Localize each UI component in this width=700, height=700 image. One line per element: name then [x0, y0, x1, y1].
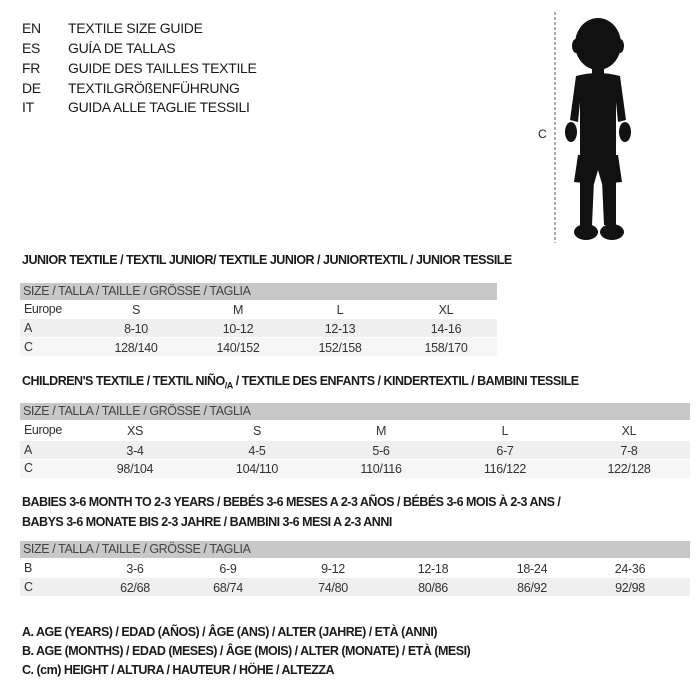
lang-title: GUIDA ALLE TAGLIE TESSILI: [68, 99, 250, 115]
row-label: Europe: [24, 302, 62, 316]
cell: 98/104: [116, 462, 154, 476]
cell: 104/110: [235, 462, 279, 476]
row-shade: [20, 460, 690, 478]
cell: 4-5: [248, 444, 266, 458]
lang-code: IT: [22, 99, 34, 115]
children-title: CHILDREN'S TEXTILE / TEXTIL NIÑO/A / TEX…: [22, 374, 579, 391]
cell: M: [375, 424, 387, 438]
row-shade: [20, 441, 690, 459]
children-title-main: CHILDREN'S TEXTILE / TEXTIL NIÑO: [22, 374, 225, 388]
table-header: SIZE / TALLA / TAILLE / GRÖSSE / TAGLIA: [20, 283, 497, 300]
cell: 12-13: [324, 322, 356, 336]
cell: 14-16: [430, 322, 462, 336]
lang-code: ES: [22, 40, 41, 56]
cell: 10-12: [222, 322, 254, 336]
cell: 6-7: [496, 444, 514, 458]
row-label: C: [24, 340, 33, 354]
table-header-label: SIZE / TALLA / TAILLE / GRÖSSE / TAGLIA: [23, 542, 251, 556]
row-label: B: [24, 561, 32, 575]
child-silhouette-icon: [554, 12, 631, 243]
cell: 3-4: [126, 444, 144, 458]
cell: 158/170: [424, 341, 468, 355]
cell: 116/122: [483, 462, 527, 476]
lang-title: TEXTILE SIZE GUIDE: [68, 20, 203, 36]
lang-code: FR: [22, 60, 41, 76]
cell: S: [252, 424, 262, 438]
cell: 86/92: [517, 581, 547, 595]
cell: XL: [438, 303, 454, 317]
cell: 152/158: [318, 341, 362, 355]
row-label: A: [24, 443, 32, 457]
cell: 110/116: [360, 462, 402, 476]
cell: 80/86: [418, 581, 448, 595]
cell: 5-6: [372, 444, 390, 458]
row-shade: [20, 319, 497, 337]
legend-item: A. AGE (YEARS) / EDAD (AÑOS) / ÂGE (ANS)…: [22, 625, 438, 639]
cell: L: [336, 303, 344, 317]
cell: 140/152: [216, 341, 260, 355]
cell: L: [501, 424, 509, 438]
height-label: C: [538, 127, 547, 141]
cell: XL: [621, 424, 637, 438]
cell: 6-9: [219, 562, 237, 576]
cell: 9-12: [321, 562, 345, 576]
table-header: SIZE / TALLA / TAILLE / GRÖSSE / TAGLIA: [20, 541, 690, 558]
cell: 7-8: [620, 444, 638, 458]
row-shade: [20, 338, 497, 356]
table-header: SIZE / TALLA / TAILLE / GRÖSSE / TAGLIA: [20, 403, 690, 420]
cell: 62/68: [120, 581, 150, 595]
row-label: A: [24, 321, 32, 335]
row-label: C: [24, 580, 33, 594]
cell: 122/128: [607, 462, 651, 476]
lang-code: EN: [22, 20, 41, 36]
lang-title: TEXTILGRÖßENFÜHRUNG: [68, 80, 240, 96]
cell: 74/80: [318, 581, 348, 595]
cell: 92/98: [615, 581, 645, 595]
row-shade: [20, 578, 690, 596]
cell: 68/74: [213, 581, 243, 595]
legend-item: B. AGE (MONTHS) / EDAD (MESES) / ÂGE (MO…: [22, 644, 471, 658]
cell: S: [131, 303, 141, 317]
lang-title: GUÍA DE TALLAS: [68, 40, 176, 56]
lang-title: GUIDE DES TAILLES TEXTILE: [68, 60, 257, 76]
legend-item: C. (cm) HEIGHT / ALTURA / HAUTEUR / HÖHE…: [22, 663, 335, 677]
cell: XS: [126, 424, 144, 438]
cell: 24-36: [614, 562, 646, 576]
table-header-label: SIZE / TALLA / TAILLE / GRÖSSE / TAGLIA: [23, 404, 251, 418]
cell: 128/140: [114, 341, 158, 355]
babies-title-line-1: BABIES 3-6 MONTH TO 2-3 YEARS / BEBÉS 3-…: [22, 495, 561, 509]
junior-title: JUNIOR TEXTILE / TEXTIL JUNIOR/ TEXTILE …: [22, 253, 512, 267]
children-title-suffix: /A: [224, 380, 234, 391]
cell: 12-18: [417, 562, 449, 576]
table-header-label: SIZE / TALLA / TAILLE / GRÖSSE / TAGLIA: [23, 284, 251, 298]
cell: 8-10: [124, 322, 148, 336]
lang-code: DE: [22, 80, 41, 96]
row-label: Europe: [24, 423, 62, 437]
cell: 3-6: [126, 562, 144, 576]
babies-title-line-2: BABYS 3-6 MONATE BIS 2-3 JAHRE / BAMBINI…: [22, 515, 392, 529]
row-label: C: [24, 461, 33, 475]
cell: M: [232, 303, 244, 317]
children-title-rest: / TEXTILE DES ENFANTS / KINDERTEXTIL / B…: [232, 374, 579, 388]
cell: 18-24: [516, 562, 548, 576]
